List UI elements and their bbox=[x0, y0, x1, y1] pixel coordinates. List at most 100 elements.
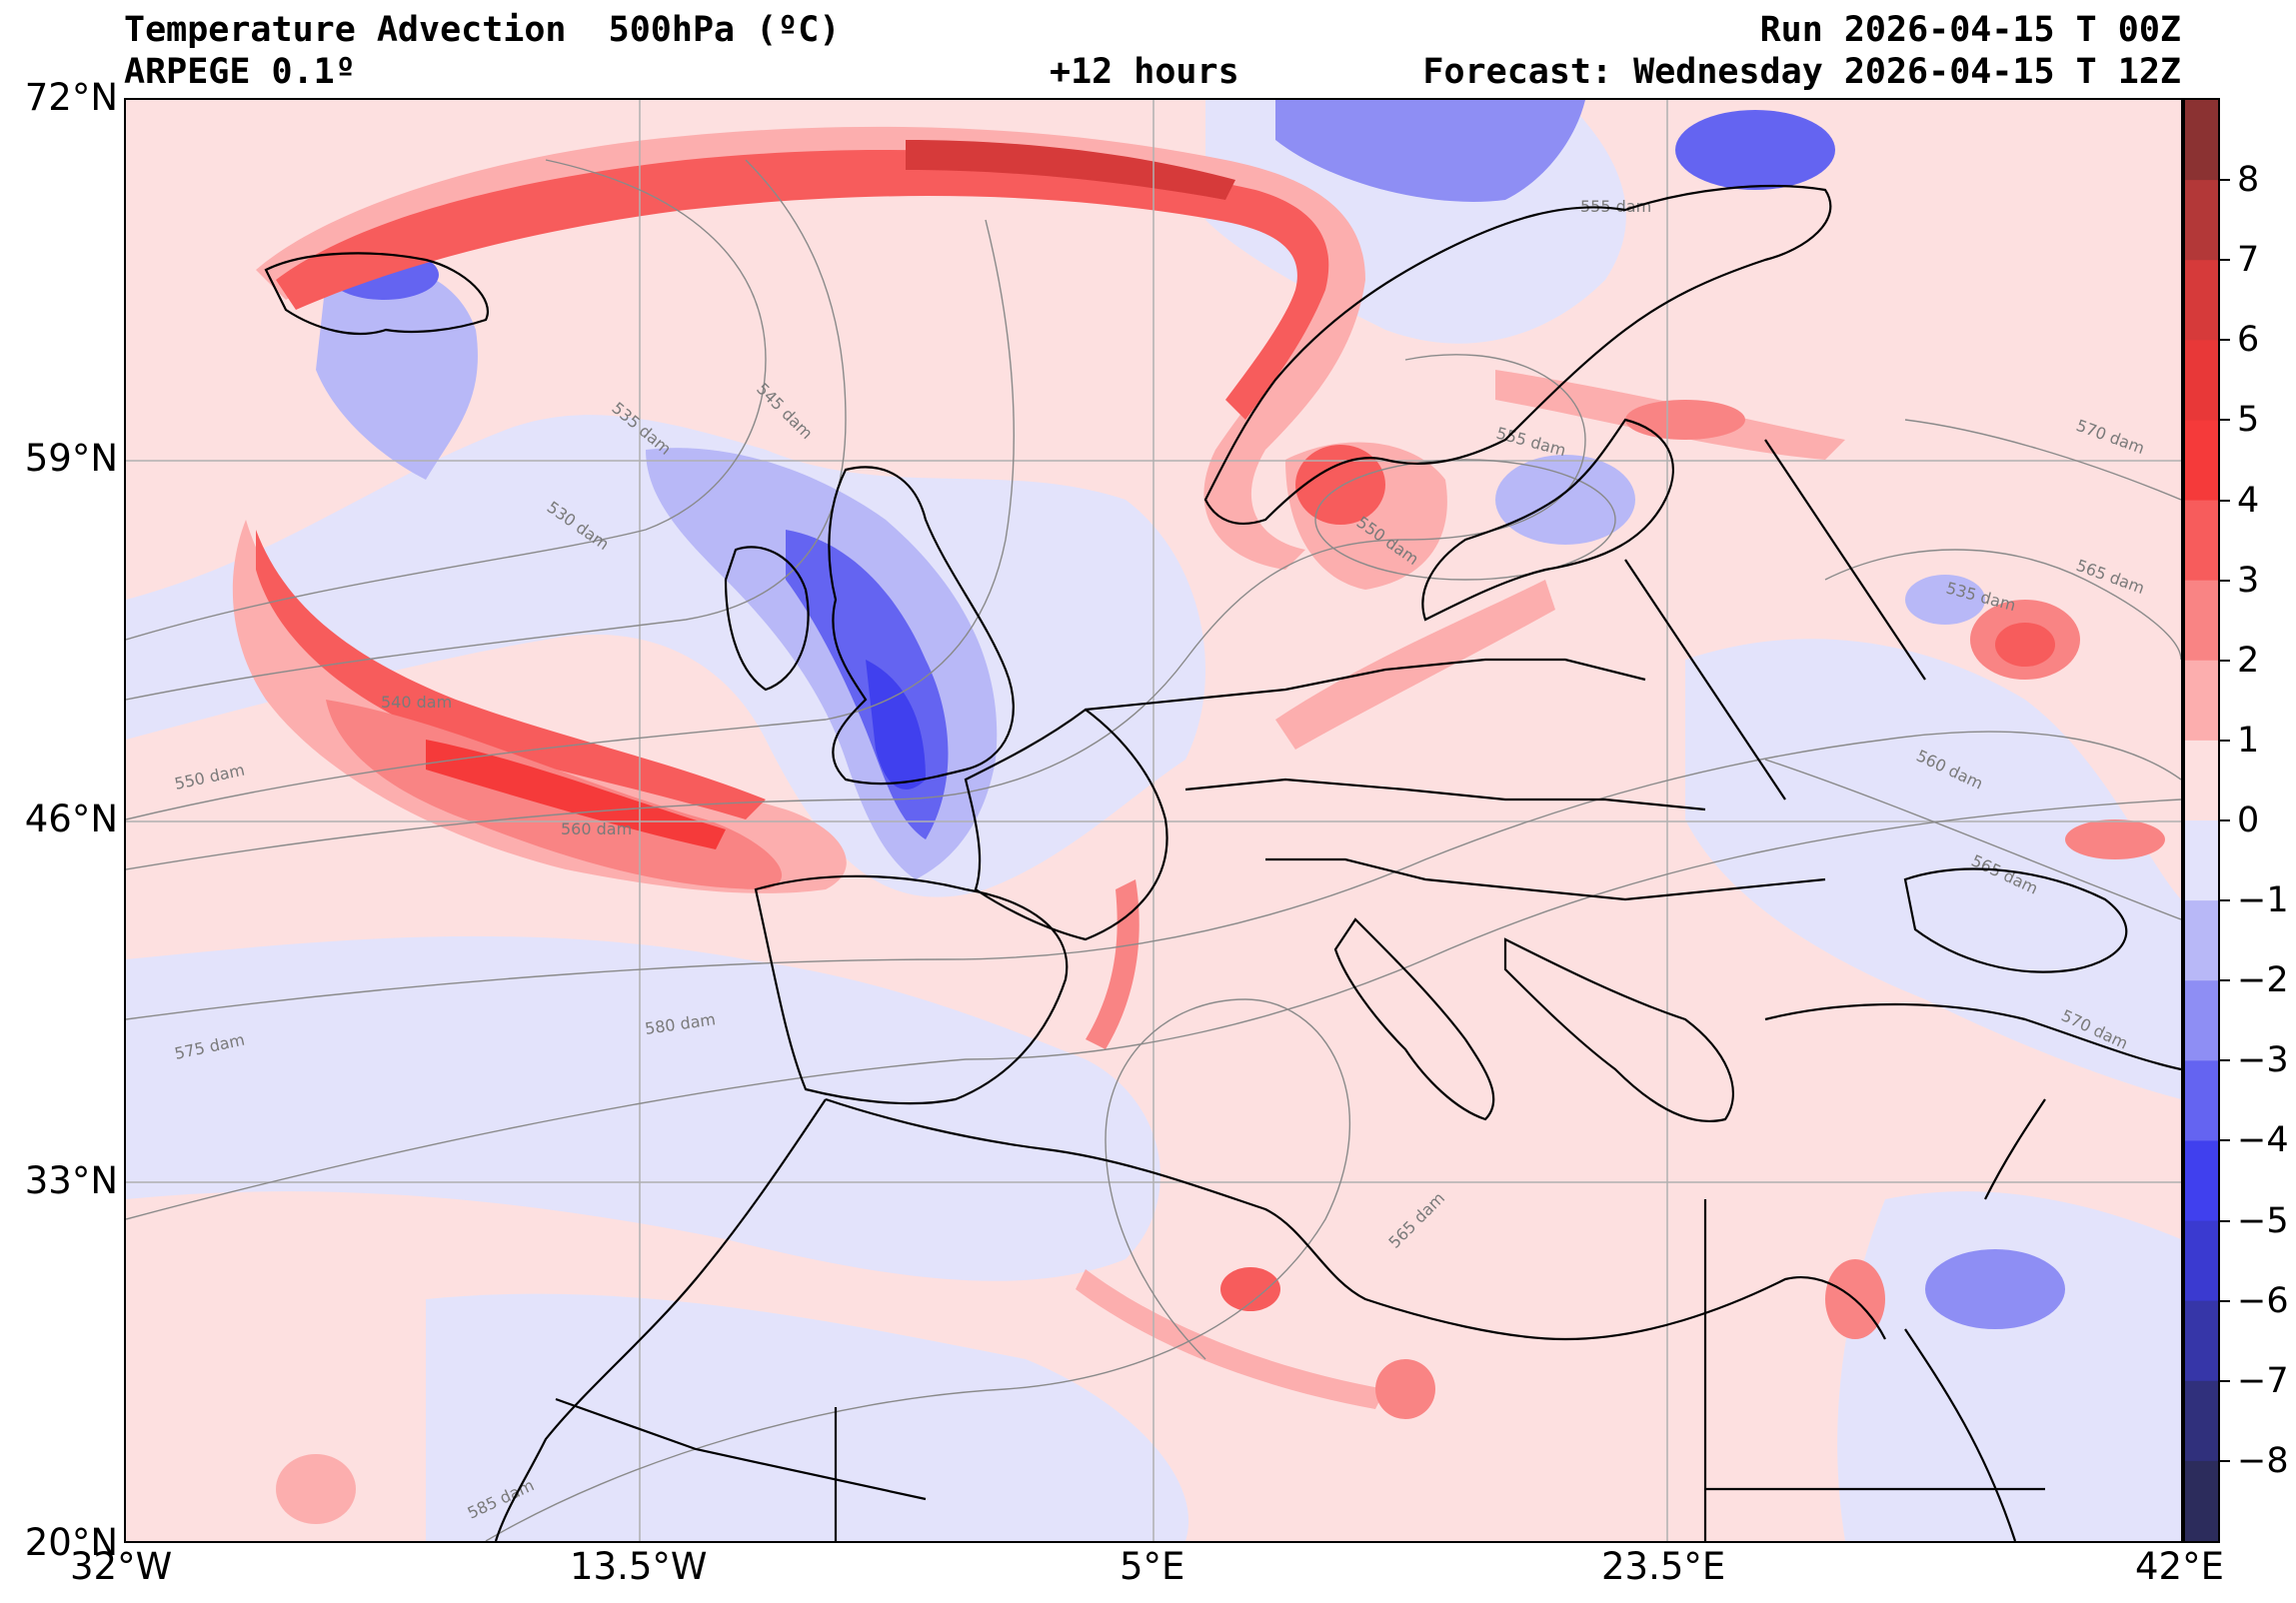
lon-label-13-5w: 13.5°W bbox=[570, 1545, 708, 1588]
cold-region-sinai bbox=[1925, 1249, 2065, 1329]
colorbar-tick bbox=[2220, 819, 2230, 821]
cold-region-east bbox=[1685, 639, 2181, 1099]
border-africa-1 bbox=[555, 1397, 927, 1501]
colorbar-tick bbox=[2220, 259, 2230, 262]
colorbar-tick bbox=[2220, 1459, 2230, 1462]
warm-core-denmark bbox=[1295, 445, 1385, 525]
warm-core-libya bbox=[1375, 1359, 1435, 1419]
colorbar-tick-label: −1 bbox=[2237, 880, 2289, 921]
cold-region-med bbox=[126, 935, 1160, 1281]
coast-iberia bbox=[754, 874, 1069, 1105]
colorbar-tick-label: 4 bbox=[2237, 480, 2260, 521]
colorbar-band bbox=[2185, 1060, 2218, 1141]
colorbar-tick-label: −2 bbox=[2237, 960, 2289, 1001]
forecast-label: Forecast: Wednesday 2026-04-15 T 12Z bbox=[1422, 52, 2181, 92]
geopotential-isolines bbox=[126, 159, 2181, 1541]
colorbar-tick bbox=[2220, 339, 2230, 342]
colorbar-band bbox=[2185, 260, 2218, 341]
colorbar-tick-label: 8 bbox=[2237, 160, 2260, 201]
colorbar-tick-label: 6 bbox=[2237, 320, 2260, 361]
colorbar bbox=[2183, 98, 2220, 1543]
cold-region-belarus bbox=[1905, 575, 1985, 625]
colorbar-tick bbox=[2220, 739, 2230, 742]
coast-norway bbox=[1203, 184, 1832, 525]
coast-morocco bbox=[494, 1098, 827, 1541]
advection-map: 555 dam 545 dam 535 dam 530 dam 540 dam … bbox=[124, 98, 2183, 1543]
colorbar-tick-label: −6 bbox=[2237, 1280, 2289, 1321]
colorbar-band bbox=[2185, 420, 2218, 502]
colorbar-tick-label: 3 bbox=[2237, 560, 2260, 601]
cold-max-uk bbox=[866, 660, 926, 790]
lat-label-20: 20°N bbox=[24, 1521, 118, 1564]
coast-red-sea bbox=[1904, 1328, 2017, 1541]
cold-region-iceland bbox=[316, 266, 478, 480]
warm-band-libya bbox=[1076, 1269, 1385, 1409]
colorbar-band bbox=[2185, 820, 2218, 901]
colorbar-tick-label: −7 bbox=[2237, 1360, 2289, 1401]
colorbar-band bbox=[2185, 900, 2218, 981]
warm-core-caucasus bbox=[2065, 819, 2165, 859]
coastlines bbox=[264, 184, 2181, 1541]
border-europe bbox=[1085, 658, 1646, 712]
colorbar-band bbox=[2185, 180, 2218, 261]
colorbar-band bbox=[2185, 1300, 2218, 1382]
colorbar-tick bbox=[2220, 1059, 2230, 1062]
coast-balkans bbox=[1503, 937, 1734, 1122]
isoline-label: 560 dam bbox=[561, 819, 632, 838]
coast-britain bbox=[828, 466, 1015, 786]
colorbar-band bbox=[2185, 660, 2218, 742]
coast-black-sea bbox=[1903, 867, 2128, 973]
colorbar-tick bbox=[2220, 1299, 2230, 1302]
colorbar-band bbox=[2185, 100, 2218, 181]
warm-arc-west-core bbox=[256, 530, 766, 819]
colorbar-tick bbox=[2220, 1219, 2230, 1222]
colorbar-tick-label: 1 bbox=[2237, 720, 2260, 761]
isoline-label: 555 dam bbox=[1580, 197, 1651, 216]
colorbar-band bbox=[2185, 1220, 2218, 1302]
colorbar-tick-label: −8 bbox=[2237, 1440, 2289, 1481]
colorbar-tick bbox=[2220, 1379, 2230, 1382]
colorbar-tick-label: −4 bbox=[2237, 1120, 2289, 1161]
colorbar-tick-label: 5 bbox=[2237, 400, 2260, 441]
lon-label-42e: 42°E bbox=[2135, 1545, 2224, 1588]
isoline-label: 540 dam bbox=[381, 693, 452, 712]
map-gridlines bbox=[126, 100, 2181, 1541]
cold-region-egypt bbox=[1837, 1191, 2181, 1541]
run-label: Run 2026-04-15 T 00Z bbox=[1759, 10, 2181, 50]
colorbar-band bbox=[2185, 1380, 2218, 1462]
colorbar-tick bbox=[2220, 979, 2230, 982]
colorbar-tick-label: 2 bbox=[2237, 640, 2260, 681]
colorbar-band bbox=[2185, 340, 2218, 421]
lat-label-72: 72°N bbox=[24, 76, 118, 119]
warm-band-tyrrhenian bbox=[1086, 879, 1140, 1049]
warm-core-finland bbox=[1625, 400, 1745, 440]
warm-core-morocco bbox=[276, 1454, 356, 1524]
colorbar-tick-label: −3 bbox=[2237, 1040, 2289, 1081]
warm-arc-north bbox=[256, 126, 1365, 570]
colorbar-tick-label: 7 bbox=[2237, 240, 2260, 281]
warm-core-tunisia bbox=[1220, 1267, 1280, 1311]
colorbar-gradient bbox=[2185, 100, 2218, 1542]
lat-label-59: 59°N bbox=[24, 437, 118, 480]
cold-region-baltic bbox=[1495, 455, 1635, 545]
colorbar-band bbox=[2185, 740, 2218, 821]
colorbar-tick bbox=[2220, 499, 2230, 502]
colorbar-tick bbox=[2220, 419, 2230, 422]
warm-advection-regions bbox=[232, 126, 2165, 1524]
colorbar-tick bbox=[2220, 1139, 2230, 1142]
border-europe-5 bbox=[1764, 439, 1926, 681]
lon-label-5e: 5°E bbox=[1120, 1545, 1185, 1588]
warm-arc-north-core bbox=[276, 150, 1329, 420]
cold-core-barents bbox=[1675, 110, 1835, 190]
warm-core-ukraine-inner bbox=[1995, 623, 2055, 667]
colorbar-tick-label: 0 bbox=[2237, 801, 2260, 840]
colorbar-tick bbox=[2220, 659, 2230, 662]
border-europe-2 bbox=[1184, 778, 1706, 811]
colorbar-band bbox=[2185, 500, 2218, 582]
coast-iceland bbox=[264, 252, 489, 336]
coast-turkey bbox=[1764, 1002, 2181, 1071]
coast-levant bbox=[1984, 1098, 2046, 1200]
lat-label-33: 33°N bbox=[24, 1159, 118, 1202]
colorbar-tick bbox=[2220, 179, 2230, 182]
model-label: ARPEGE 0.1º bbox=[124, 52, 356, 92]
